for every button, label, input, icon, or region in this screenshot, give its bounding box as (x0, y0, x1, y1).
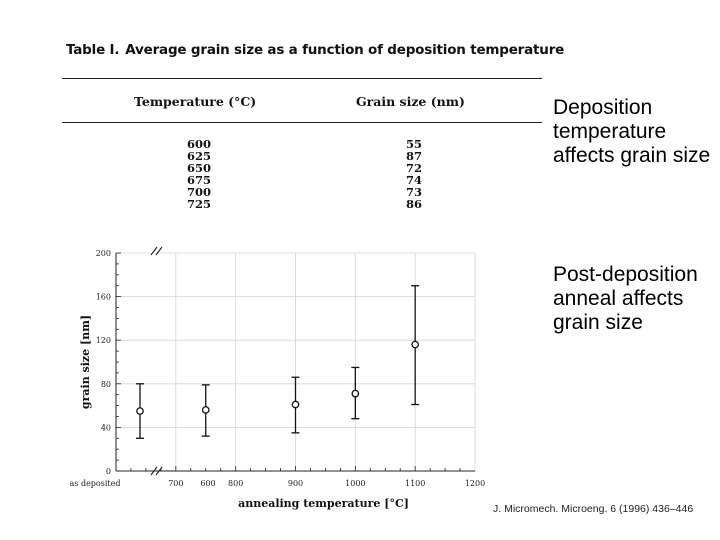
y-tick-label: 40 (101, 423, 111, 432)
axis-break-mark (155, 246, 163, 256)
x-tick-label: 1200 (465, 479, 485, 488)
axis-break-mark (155, 466, 163, 476)
table-top-rule (62, 78, 542, 79)
table-cell-grain-size: 86 (405, 197, 422, 211)
table-cell-temperature: 675 (187, 173, 212, 187)
x-tick-label: 800 (228, 479, 243, 488)
x-tick-label: as deposited (70, 479, 120, 488)
y-tick-label: 120 (96, 336, 111, 345)
table-cell-temperature: 625 (187, 149, 212, 163)
x-tick-label: 1100 (405, 479, 425, 488)
data-point (411, 340, 420, 349)
table-label: Table I. (66, 42, 120, 58)
bullet-item: Deposition temperature affects grain siz… (553, 96, 711, 167)
table-cell-temperature: 725 (187, 197, 212, 211)
table-cell-grain-size: 73 (405, 185, 422, 199)
temperature-column: 600 625 650 675 700 725 (187, 138, 211, 210)
y-tick-label: 80 (101, 380, 111, 389)
column-header-temperature: Temperature (°C) (134, 94, 257, 109)
table-cell-grain-size: 55 (405, 137, 422, 151)
table-cell-grain-size: 87 (405, 149, 422, 163)
data-point (351, 389, 360, 398)
x-axis-label: annealing temperature [°C] (238, 497, 409, 510)
column-header-grain-size: Grain size (nm) (356, 94, 465, 109)
axis-break-mark (150, 466, 158, 476)
y-tick-label: 200 (96, 249, 111, 258)
data-point (201, 406, 210, 414)
table-header-rule (62, 122, 542, 123)
bullet-list: Deposition temperature affects grain siz… (553, 96, 718, 430)
table-cell-grain-size: 72 (405, 161, 422, 175)
x-tick-label: 1000 (345, 479, 365, 488)
y-axis-label: grain size [nm] (79, 315, 92, 409)
axis-break-mark (150, 246, 158, 256)
x-tick-label: 900 (288, 479, 303, 488)
table-cell-grain-size: 74 (405, 173, 422, 187)
table-cell-temperature: 600 (187, 137, 212, 151)
table-caption: Average grain size as a function of depo… (125, 42, 565, 58)
grain-size-chart: 0 40 80 120 160 200 as deposited 600 700 800 900 10… (70, 246, 485, 510)
grain-size-column: 55 87 72 74 73 86 (402, 138, 426, 210)
citation: J. Micromech. Microeng. 6 (1996) 436–446 (493, 503, 694, 515)
data-point (291, 400, 300, 409)
y-tick-label: 0 (106, 467, 111, 476)
data-point (136, 407, 144, 415)
table-title: Table I. Average grain size as a function… (66, 42, 564, 58)
y-tick-label: 160 (96, 293, 111, 302)
x-tick-label: 600 (200, 479, 215, 488)
table-cell-temperature: 700 (187, 185, 212, 199)
bullet-item: Post-deposition anneal affects grain siz… (553, 263, 698, 334)
table-1: Table I. Average grain size as a function… (62, 42, 564, 210)
table-cell-temperature: 650 (187, 161, 212, 175)
x-tick-label: 700 (168, 479, 183, 488)
